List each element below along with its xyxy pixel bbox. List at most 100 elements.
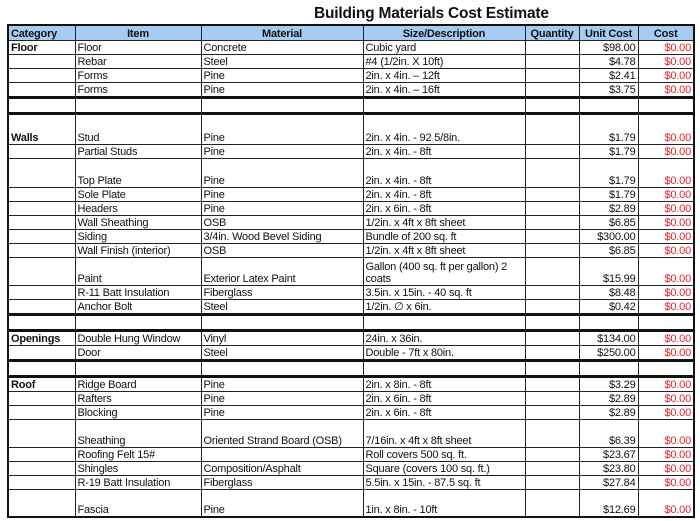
cell-material[interactable]: Concrete — [200, 40, 364, 55]
cell-category[interactable] — [7, 144, 76, 159]
cell-material[interactable]: Pine — [200, 375, 364, 392]
cell-cost[interactable]: $0.00 — [637, 257, 695, 286]
cell-quantity[interactable] — [524, 54, 580, 69]
cell-cost[interactable]: $0.00 — [637, 144, 695, 159]
cell-quantity[interactable] — [524, 447, 580, 462]
cell-unit-cost[interactable]: $134.00 — [578, 329, 639, 346]
cell-cost[interactable]: $0.00 — [637, 68, 695, 83]
cell-cost[interactable]: $0.00 — [637, 54, 695, 69]
cell-quantity[interactable] — [524, 112, 580, 145]
cell-material[interactable] — [200, 359, 364, 377]
cell-cost[interactable]: $0.00 — [637, 215, 695, 230]
cell-cost[interactable]: $0.00 — [637, 201, 695, 216]
cell-category[interactable] — [7, 68, 76, 83]
cell-size[interactable]: 3.5in. x 15in. - 40 sq. ft — [362, 285, 526, 300]
cell-size[interactable]: 2in. x 4in. - 8ft — [362, 158, 526, 188]
cell-item[interactable]: Anchor Bolt — [74, 299, 202, 315]
cell-item[interactable]: Wall Sheathing — [74, 215, 202, 230]
cell-item[interactable]: Sole Plate — [74, 187, 202, 202]
cell-material[interactable]: Steel — [200, 345, 364, 361]
cell-item[interactable]: Ridge Board — [74, 375, 202, 392]
cell-quantity[interactable] — [524, 158, 580, 188]
header-item[interactable]: Item — [74, 24, 202, 41]
cell-cost[interactable]: $0.00 — [637, 243, 695, 258]
cell-material[interactable]: Oriented Strand Board (OSB) — [200, 419, 364, 448]
cell-quantity[interactable] — [524, 229, 580, 244]
cell-category[interactable]: Openings — [7, 329, 76, 346]
cell-item[interactable]: Floor — [74, 40, 202, 55]
cell-item[interactable]: Top Plate — [74, 158, 202, 188]
cell-material[interactable]: Exterior Latex Paint — [200, 257, 364, 286]
cell-size[interactable]: 2in. x 6in. - 8ft — [362, 201, 526, 216]
cell-size[interactable] — [362, 96, 526, 114]
cell-quantity[interactable] — [524, 405, 580, 420]
cell-material[interactable] — [200, 96, 364, 114]
cell-quantity[interactable] — [524, 359, 580, 377]
cell-cost[interactable]: $0.00 — [637, 112, 695, 145]
cell-size[interactable]: Bundle of 200 sq. ft — [362, 229, 526, 244]
cell-quantity[interactable] — [524, 68, 580, 83]
cell-size[interactable]: 5.5in. x 15in. - 87.5 sq. ft — [362, 475, 526, 490]
cell-quantity[interactable] — [524, 82, 580, 98]
cell-item[interactable]: Headers — [74, 201, 202, 216]
cell-cost[interactable]: $0.00 — [637, 40, 695, 55]
cell-quantity[interactable] — [524, 40, 580, 55]
cell-unit-cost[interactable]: $12.69 — [578, 489, 639, 518]
cell-material[interactable] — [200, 313, 364, 331]
cell-category[interactable] — [7, 419, 76, 448]
cell-quantity[interactable] — [524, 419, 580, 448]
cell-quantity[interactable] — [524, 299, 580, 315]
cell-size[interactable]: Roll covers 500 sq. ft. — [362, 447, 526, 462]
cell-quantity[interactable] — [524, 144, 580, 159]
cell-quantity[interactable] — [524, 391, 580, 406]
cell-category[interactable] — [7, 243, 76, 258]
header-material[interactable]: Material — [200, 24, 364, 41]
cell-unit-cost[interactable]: $0.42 — [578, 299, 639, 315]
cell-unit-cost[interactable]: $4.78 — [578, 54, 639, 69]
cell-cost[interactable]: $0.00 — [637, 82, 695, 98]
cell-cost[interactable]: $0.00 — [637, 419, 695, 448]
cell-cost[interactable]: $0.00 — [637, 329, 695, 346]
cell-unit-cost[interactable]: $1.79 — [578, 187, 639, 202]
cell-item[interactable]: Wall Finish (interior) — [74, 243, 202, 258]
cell-unit-cost[interactable]: $1.79 — [578, 112, 639, 145]
cell-category[interactable]: Floor — [7, 40, 76, 55]
header-unit-cost[interactable]: Unit Cost — [578, 24, 639, 41]
cell-cost[interactable]: $0.00 — [637, 475, 695, 490]
cell-quantity[interactable] — [524, 243, 580, 258]
cell-item[interactable]: Stud — [74, 112, 202, 145]
cell-unit-cost[interactable]: $2.89 — [578, 405, 639, 420]
cell-unit-cost[interactable]: $1.79 — [578, 144, 639, 159]
cell-category[interactable] — [7, 391, 76, 406]
cell-category[interactable] — [7, 158, 76, 188]
cell-unit-cost[interactable]: $98.00 — [578, 40, 639, 55]
cell-unit-cost[interactable] — [578, 359, 639, 377]
cell-unit-cost[interactable]: $3.29 — [578, 375, 639, 392]
cell-material[interactable]: Pine — [200, 391, 364, 406]
cell-material[interactable]: Pine — [200, 144, 364, 159]
cell-item[interactable] — [74, 96, 202, 114]
header-size[interactable]: Size/Description — [362, 24, 526, 41]
cell-category[interactable] — [7, 313, 76, 331]
cell-category[interactable] — [7, 461, 76, 476]
cell-material[interactable]: Pine — [200, 489, 364, 518]
cell-unit-cost[interactable]: $3.75 — [578, 82, 639, 98]
cell-size[interactable]: 2in. x 4in. - 8ft — [362, 187, 526, 202]
cell-size[interactable]: Square (covers 100 sq. ft.) — [362, 461, 526, 476]
cell-item[interactable]: R-19 Batt Insulation — [74, 475, 202, 490]
cell-material[interactable]: Vinyl — [200, 329, 364, 346]
cell-material[interactable]: OSB — [200, 243, 364, 258]
cell-material[interactable]: 3/4in. Wood Bevel Siding — [200, 229, 364, 244]
cell-size[interactable]: 7/16in. x 4ft x 8ft sheet — [362, 419, 526, 448]
cell-material[interactable]: Pine — [200, 82, 364, 98]
cell-cost[interactable]: $0.00 — [637, 187, 695, 202]
cell-quantity[interactable] — [524, 461, 580, 476]
header-category[interactable]: Category — [7, 24, 76, 41]
cell-size[interactable]: 2in. x 4in. – 16ft — [362, 82, 526, 98]
cell-unit-cost[interactable]: $27.84 — [578, 475, 639, 490]
cell-unit-cost[interactable] — [578, 313, 639, 331]
cell-material[interactable]: Pine — [200, 187, 364, 202]
cell-item[interactable]: Sheathing — [74, 419, 202, 448]
cell-unit-cost[interactable]: $8.48 — [578, 285, 639, 300]
cell-size[interactable]: 2in. x 6in. - 8ft — [362, 391, 526, 406]
